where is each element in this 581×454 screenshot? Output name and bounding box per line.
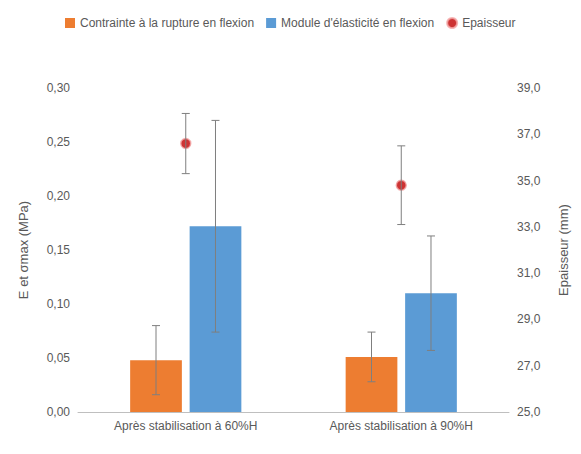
svg-text:E et σmax (MPa): E et σmax (MPa) bbox=[16, 201, 31, 299]
svg-text:0,25: 0,25 bbox=[47, 135, 71, 149]
svg-text:Epaisseur (mm): Epaisseur (mm) bbox=[556, 204, 571, 296]
svg-text:29,0: 29,0 bbox=[517, 312, 541, 326]
svg-text:0,15: 0,15 bbox=[47, 243, 71, 257]
svg-text:25,0: 25,0 bbox=[517, 405, 541, 419]
svg-text:0,05: 0,05 bbox=[47, 351, 71, 365]
svg-text:33,0: 33,0 bbox=[517, 220, 541, 234]
svg-text:0,20: 0,20 bbox=[47, 189, 71, 203]
svg-text:27,0: 27,0 bbox=[517, 359, 541, 373]
svg-text:Après stabilisation à 90%H: Après stabilisation à 90%H bbox=[330, 419, 473, 433]
svg-text:0,10: 0,10 bbox=[47, 297, 71, 311]
svg-text:Après stabilisation à 60%H: Après stabilisation à 60%H bbox=[114, 419, 257, 433]
svg-text:37,0: 37,0 bbox=[517, 127, 541, 141]
svg-text:35,0: 35,0 bbox=[517, 174, 541, 188]
svg-text:0,30: 0,30 bbox=[47, 81, 71, 95]
svg-text:Module d'élasticité en flexion: Module d'élasticité en flexion bbox=[281, 16, 434, 30]
svg-text:39,0: 39,0 bbox=[517, 81, 541, 95]
svg-text:31,0: 31,0 bbox=[517, 266, 541, 280]
svg-text:Epaisseur: Epaisseur bbox=[462, 16, 515, 30]
svg-text:0,00: 0,00 bbox=[47, 405, 71, 419]
svg-text:Contrainte à la rupture en fle: Contrainte à la rupture en flexion bbox=[80, 16, 254, 30]
